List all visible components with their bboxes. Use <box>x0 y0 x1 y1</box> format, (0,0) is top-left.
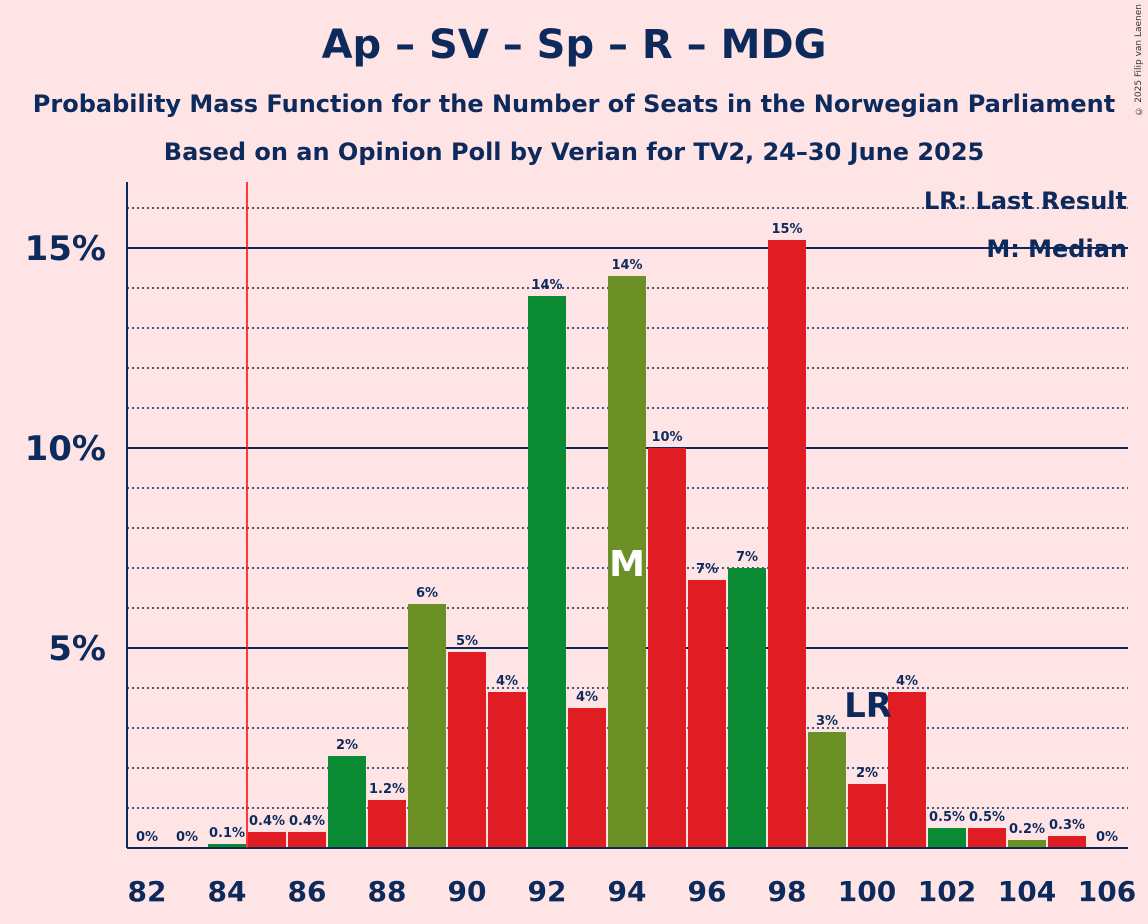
bar-102 <box>928 828 966 848</box>
bars <box>208 240 1086 848</box>
bar-85 <box>248 832 286 848</box>
y-tick-label: 10% <box>25 429 106 469</box>
chart-subtitle: Probability Mass Function for the Number… <box>32 90 1116 118</box>
data-label-86: 0.4% <box>289 814 325 829</box>
median-marker: M <box>609 544 645 585</box>
data-label-82: 0% <box>136 830 158 845</box>
axes: 82 84 86 88 90 92 94 96 98 100 102 104 106 5% 10% 15% M L… <box>25 182 1136 908</box>
data-label-100: 2% <box>856 766 878 781</box>
data-label-102: 0.5% <box>929 810 965 825</box>
data-label-104: 0.2% <box>1009 822 1045 837</box>
data-label-99: 3% <box>816 714 838 729</box>
data-label-91: 4% <box>496 674 518 689</box>
data-label-90: 5% <box>456 634 478 649</box>
data-label-92: 14% <box>531 278 562 293</box>
data-label-94: 14% <box>611 258 642 273</box>
data-label-88: 1.2% <box>369 782 405 797</box>
x-tick-label: 90 <box>448 875 487 908</box>
bar-90 <box>448 652 486 848</box>
y-tick-label: 5% <box>48 629 106 669</box>
data-label-96: 7% <box>696 562 718 577</box>
bar-92 <box>528 296 566 848</box>
data-label-106: 0% <box>1096 830 1118 845</box>
bar-101 <box>888 692 926 848</box>
x-tick-label: 86 <box>288 875 327 908</box>
bar-88 <box>368 800 406 848</box>
bar-98 <box>768 240 806 848</box>
data-label-93: 4% <box>576 690 598 705</box>
bar-97 <box>728 568 766 848</box>
x-tick-label: 82 <box>128 875 167 908</box>
data-label-84: 0.1% <box>209 826 245 841</box>
bar-104 <box>1008 840 1046 848</box>
data-label-87: 2% <box>336 738 358 753</box>
x-tick-label: 92 <box>528 875 567 908</box>
data-label-85: 0.4% <box>249 814 285 829</box>
data-label-98: 15% <box>771 222 802 237</box>
bar-94 <box>608 276 646 848</box>
x-tick-label: 98 <box>768 875 807 908</box>
x-tick-label: 94 <box>608 875 647 908</box>
bar-93 <box>568 708 606 848</box>
x-tick-label: 84 <box>208 875 247 908</box>
bar-100 <box>848 784 886 848</box>
chart-title: Ap – SV – Sp – R – MDG <box>321 22 827 68</box>
x-tick-label: 102 <box>918 875 976 908</box>
data-label-105: 0.3% <box>1049 818 1085 833</box>
x-tick-label: 88 <box>368 875 407 908</box>
data-label-103: 0.5% <box>969 810 1005 825</box>
legend-last-result: LR: Last Result <box>924 187 1127 215</box>
bar-96 <box>688 580 726 848</box>
bar-105 <box>1048 836 1086 848</box>
y-tick-label: 15% <box>25 229 106 269</box>
x-tick-label: 100 <box>838 875 896 908</box>
bar-95 <box>648 448 686 848</box>
data-labels: 0% 0% 0.1% 0.4% 0.4% 2% 1.2% 6% 5% 4% 14% 4% 14% 10% 7… <box>136 222 1118 845</box>
bar-84 <box>208 844 246 848</box>
bar-89 <box>408 604 446 848</box>
bar-86 <box>288 832 326 848</box>
chart-source-line: Based on an Opinion Poll by Verian for T… <box>163 138 985 166</box>
data-label-101: 4% <box>896 674 918 689</box>
x-tick-label: 104 <box>998 875 1056 908</box>
x-tick-label: 106 <box>1078 875 1136 908</box>
bar-99 <box>808 732 846 848</box>
data-label-95: 10% <box>651 430 682 445</box>
bar-87 <box>328 756 366 848</box>
bar-103 <box>968 828 1006 848</box>
last-result-marker: LR <box>844 686 892 726</box>
bar-91 <box>488 692 526 848</box>
data-label-97: 7% <box>736 550 758 565</box>
legend-median: M: Median <box>986 235 1127 263</box>
data-label-89: 6% <box>416 586 438 601</box>
x-tick-label: 96 <box>688 875 727 908</box>
data-label-83: 0% <box>176 830 198 845</box>
